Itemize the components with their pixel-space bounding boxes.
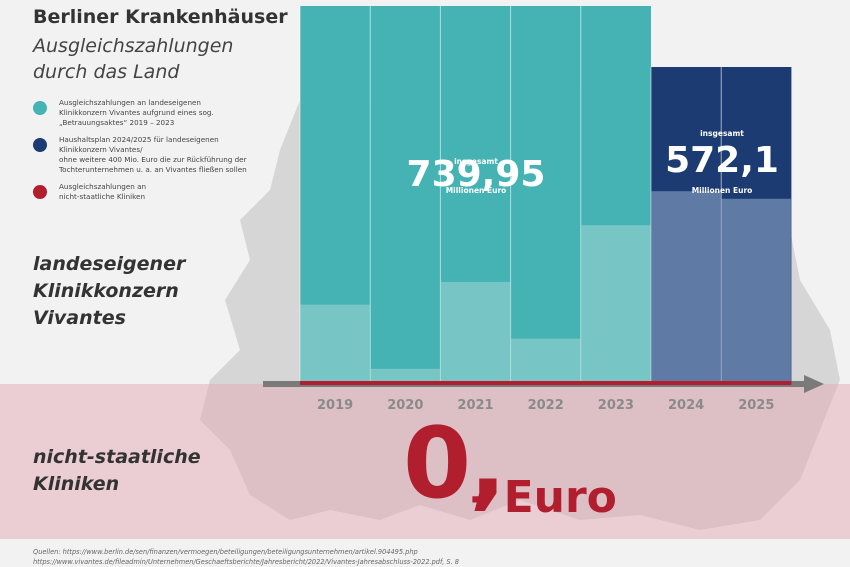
bar-2022	[510, 6, 581, 384]
total-past-top: insgesamt	[454, 157, 498, 166]
nonstate-zero-line	[300, 381, 792, 385]
group-label-vivantes: landeseigener Klinikkonzern Vivantes	[33, 253, 186, 329]
total-plan-top: insgesamt	[700, 129, 744, 138]
legend-item-vivantes-past: Ausgleichszahlungen an landeseigenen Kli…	[33, 98, 288, 128]
legend-label: Haushaltsplan 2024/2025 für landeseigene…	[59, 135, 247, 174]
bar-2023	[580, 6, 651, 384]
totals-layer: insgesamt 739,95 Millionen Euro insgesam…	[407, 129, 779, 195]
legend-swatch	[33, 185, 47, 199]
sources-footnote: Quellen: https://www.berlin.de/sen/finan…	[33, 548, 459, 566]
total-plan-unit: Millionen Euro	[692, 186, 753, 195]
legend-swatch	[33, 101, 47, 115]
chart-subtitle: Ausgleichszahlungen durch das Land	[33, 35, 234, 83]
legend: Ausgleichszahlungen an landeseigenen Kli…	[33, 98, 288, 209]
x-tick-label-2024: 2024	[668, 398, 704, 413]
x-tick-label-2021: 2021	[457, 398, 493, 413]
axis-layer: 2019 2020 2021 2022 2023 2024 2025	[263, 375, 824, 413]
chart-title: Berliner Krankenhäuser	[33, 6, 288, 28]
nonstate-amount-suffix: - Euro	[470, 472, 617, 523]
bar-level-2020	[370, 368, 440, 384]
total-past-value: 739,95	[407, 154, 546, 195]
bar-level-2025	[721, 198, 791, 384]
nonstate-band	[0, 384, 850, 539]
legend-label: Ausgleichszahlungen an landeseigenen Kli…	[59, 98, 214, 127]
bar-2021	[440, 6, 511, 384]
bar-level-2022	[511, 338, 581, 384]
bars-layer	[299, 6, 792, 384]
x-tick-label-2025: 2025	[738, 398, 774, 413]
total-plan-value: 572,1	[665, 140, 779, 181]
group-label-nonstate: nicht-staatliche Kliniken	[33, 446, 201, 495]
bar-2019	[300, 6, 371, 384]
legend-swatch	[33, 138, 47, 152]
legend-label: Ausgleichszahlungen an nicht-staatliche …	[59, 182, 147, 201]
total-past-unit: Millionen Euro	[446, 186, 507, 195]
bar-level-2021	[440, 281, 511, 384]
x-tick-label-2019: 2019	[317, 398, 353, 413]
x-axis-arrow	[804, 375, 824, 393]
bar-level-2023	[581, 225, 651, 384]
legend-item-vivantes-plan: Haushaltsplan 2024/2025 für landeseigene…	[33, 135, 288, 175]
bar-2020	[370, 6, 441, 384]
bar-level-2024	[651, 191, 721, 384]
x-tick-label-2022: 2022	[528, 398, 564, 413]
legend-item-nonstate: Ausgleichszahlungen an nicht-staatliche …	[33, 182, 288, 202]
x-tick-label-2020: 2020	[387, 398, 423, 413]
nonstate-amount-zero: 0,	[403, 407, 506, 521]
x-tick-label-2023: 2023	[598, 398, 634, 413]
bar-level-2019	[300, 304, 370, 384]
